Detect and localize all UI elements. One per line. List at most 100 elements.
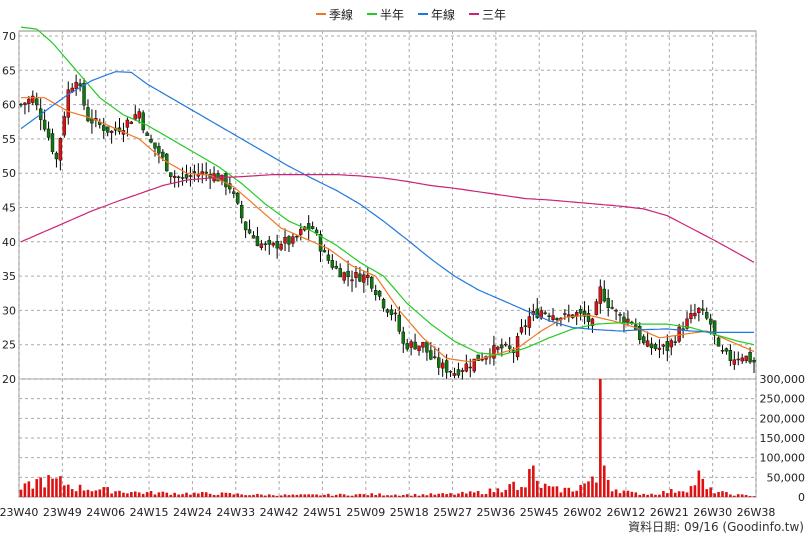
candle-body bbox=[614, 309, 618, 312]
volume-bar bbox=[480, 494, 484, 497]
volume-bar bbox=[319, 495, 322, 497]
volume-bar bbox=[516, 490, 519, 497]
volume-bar bbox=[713, 493, 716, 497]
volume-bar bbox=[366, 495, 370, 497]
volume-bar bbox=[709, 487, 712, 497]
candle-body bbox=[322, 250, 327, 253]
candle-body bbox=[125, 119, 130, 128]
volume-bar bbox=[425, 495, 429, 497]
volume-bar bbox=[500, 492, 504, 497]
volume-bar bbox=[181, 494, 184, 497]
volume-bar bbox=[453, 494, 456, 497]
volume-tick-label: 200,000 bbox=[760, 412, 806, 425]
candle-body bbox=[437, 357, 441, 368]
volume-bar bbox=[461, 491, 464, 497]
candle-body bbox=[137, 111, 141, 119]
candle-body bbox=[204, 171, 208, 174]
volume-bar bbox=[204, 492, 208, 497]
candle-body bbox=[677, 326, 681, 342]
volume-bar bbox=[744, 494, 748, 497]
x-tick-label: 23W40 bbox=[0, 506, 38, 519]
candle-body bbox=[169, 172, 173, 177]
candle-body bbox=[578, 309, 583, 314]
candle-body bbox=[496, 346, 500, 350]
volume-bar bbox=[118, 490, 121, 497]
candle-body bbox=[507, 345, 512, 349]
footer-date: 資料日期: 09/16 (Goodinfo.tw) bbox=[628, 520, 804, 534]
candle-body bbox=[697, 307, 701, 314]
candle-body bbox=[306, 223, 311, 230]
volume-bar bbox=[51, 478, 54, 497]
volume-bar bbox=[646, 494, 649, 497]
candle-body bbox=[46, 128, 51, 138]
volume-bar bbox=[524, 487, 527, 497]
candle-body bbox=[275, 241, 279, 249]
volume-bar bbox=[496, 488, 500, 497]
volume-bar bbox=[658, 494, 661, 497]
x-tick-label: 26W38 bbox=[737, 506, 776, 519]
volume-bar bbox=[248, 495, 251, 497]
candle-body bbox=[500, 344, 504, 349]
volume-bar bbox=[279, 495, 283, 497]
volume-bar bbox=[291, 494, 295, 497]
candle-body bbox=[547, 315, 551, 318]
legend-label: 季線 bbox=[329, 7, 353, 22]
candle-body bbox=[464, 363, 469, 372]
price-tick-label: 30 bbox=[2, 304, 16, 317]
ma-line-三年 bbox=[20, 174, 755, 263]
candle-body bbox=[381, 299, 386, 309]
volume-bar bbox=[55, 478, 58, 497]
price-tick-label: 35 bbox=[2, 270, 16, 283]
volume-bar bbox=[401, 495, 405, 497]
candle-body bbox=[618, 314, 622, 316]
candle-body bbox=[563, 313, 567, 315]
volume-bar bbox=[169, 494, 173, 497]
candle-body bbox=[105, 126, 110, 133]
candle-body bbox=[673, 341, 677, 343]
candle-body bbox=[318, 233, 323, 252]
candle-body bbox=[299, 228, 303, 235]
volume-bar bbox=[484, 493, 488, 497]
moving-average-lines bbox=[20, 26, 755, 363]
legend-label: 三年 bbox=[482, 8, 506, 22]
volume-bar bbox=[433, 494, 437, 497]
volume-tick-label: 150,000 bbox=[760, 432, 806, 445]
volume-bar bbox=[602, 465, 606, 497]
volume-bar bbox=[133, 491, 137, 497]
x-tick-label: 24W51 bbox=[303, 506, 342, 519]
candle-body bbox=[283, 236, 287, 244]
candle-body bbox=[610, 307, 614, 309]
candle-body bbox=[657, 347, 662, 350]
volume-bars bbox=[19, 379, 756, 497]
axes: 20 25 30 35 40 45 50 55 60 65 70 0 50,000 100,000 150,… bbox=[0, 30, 805, 519]
volume-bar bbox=[59, 476, 62, 497]
volume-bar bbox=[358, 493, 362, 497]
candle-body bbox=[626, 318, 630, 323]
volume-bar bbox=[614, 489, 618, 497]
volume-bar bbox=[303, 494, 307, 497]
candle-body bbox=[452, 373, 457, 376]
volume-bar bbox=[532, 465, 535, 497]
candle-body bbox=[153, 142, 157, 149]
volume-bar bbox=[185, 492, 188, 497]
candle-body bbox=[385, 309, 390, 313]
candle-body bbox=[350, 279, 354, 282]
volume-bar bbox=[551, 486, 555, 497]
volume-bar bbox=[457, 493, 460, 497]
candle-body bbox=[708, 318, 713, 325]
candle-body bbox=[444, 360, 449, 373]
x-tick-label: 26W30 bbox=[693, 506, 732, 519]
volume-bar bbox=[528, 469, 531, 497]
candle-body bbox=[724, 348, 729, 352]
volume-bar bbox=[311, 494, 314, 497]
volume-bar bbox=[43, 487, 46, 497]
volume-bar bbox=[70, 489, 74, 497]
candle-body bbox=[405, 343, 409, 350]
volume-bar bbox=[149, 490, 153, 497]
volume-tick-label: 300,000 bbox=[760, 373, 806, 386]
volume-bar bbox=[508, 484, 511, 497]
volume-bar bbox=[90, 491, 94, 497]
volume-bar bbox=[547, 486, 551, 497]
candle-body bbox=[480, 358, 484, 361]
